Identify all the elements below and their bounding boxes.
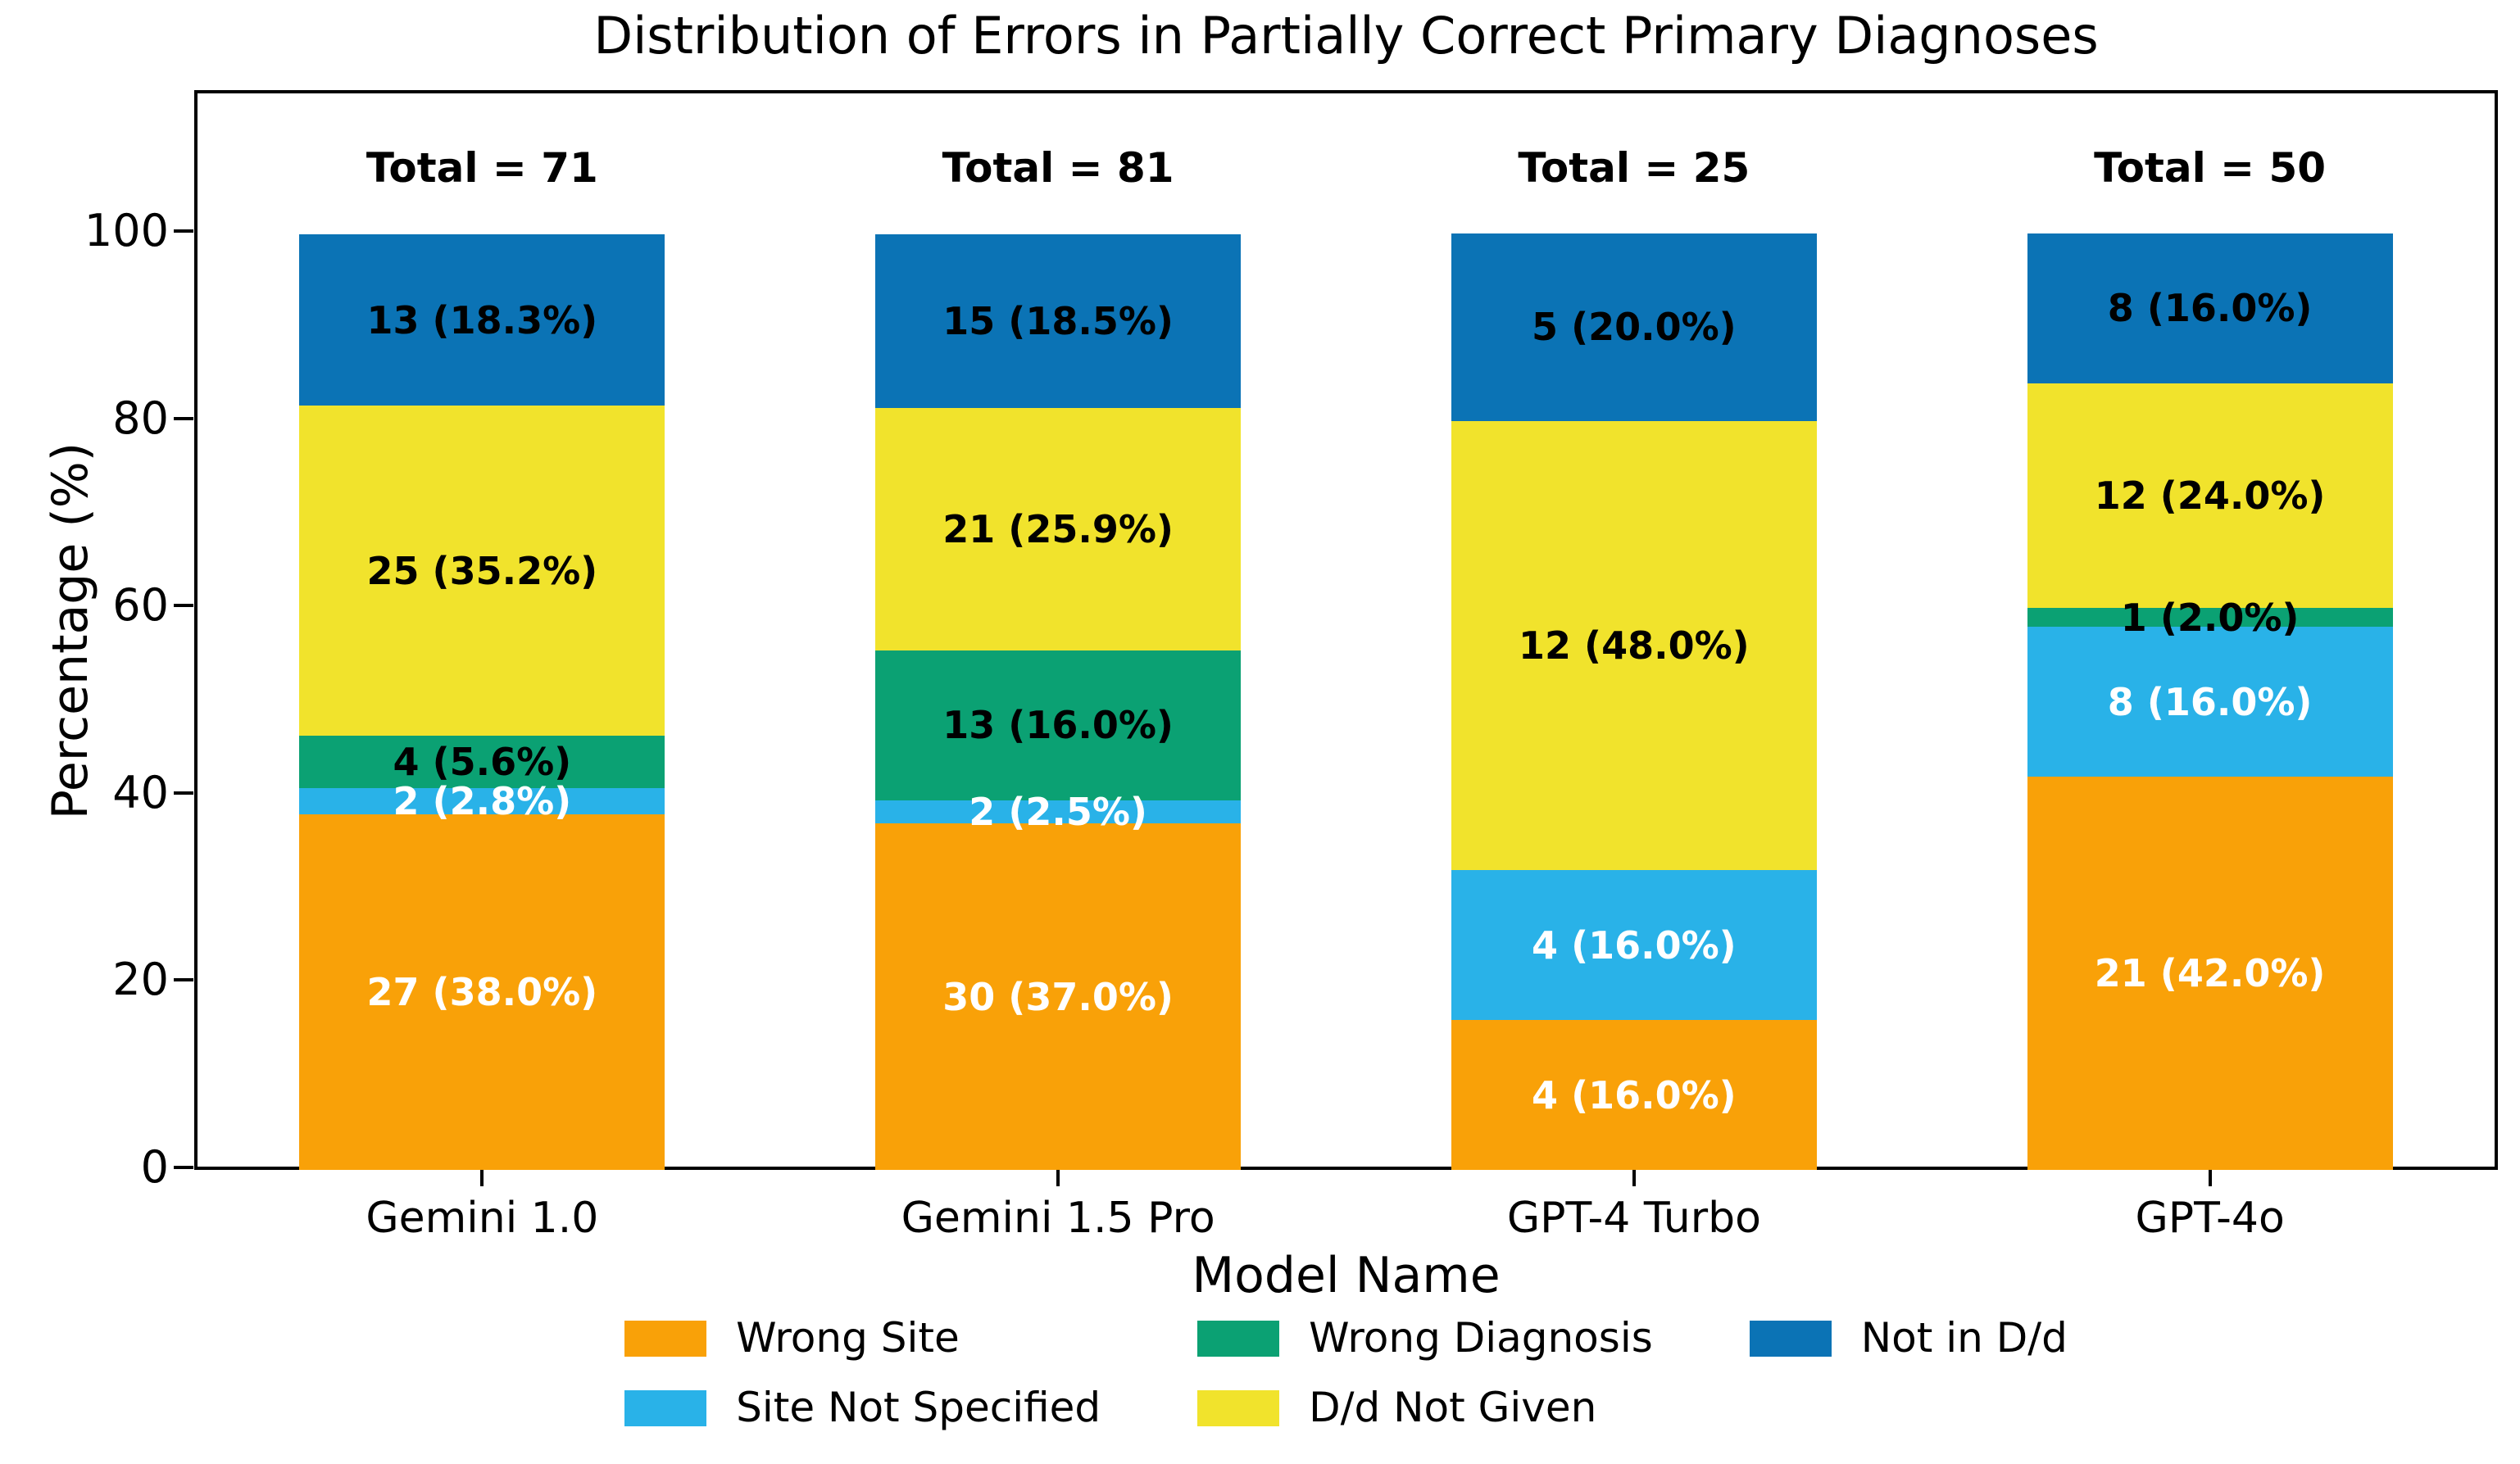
bar-segment-label: 21 (25.9%) — [942, 506, 1174, 551]
bar-gpt-4o: 21 (42.0%) 8 (16.0%) 1 (2.0%) 12 (24.0%) 8 (… — [2027, 233, 2393, 1170]
x-tick-label-gemini-1-5-pro: Gemini 1.5 Pro — [901, 1194, 1215, 1243]
legend-label: D/d Not Given — [1309, 1384, 1597, 1431]
y-tick-label-100: 100 — [84, 205, 169, 256]
legend: Wrong Site Site Not Specified Wrong Diagno… — [194, 1316, 2498, 1430]
chart-title: Distribution of Errors in Partially Corr… — [593, 6, 2099, 66]
legend-label: Wrong Diagnosis — [1309, 1314, 1653, 1362]
y-tick-mark — [174, 791, 193, 795]
y-axis-label: Percentage (%) — [42, 442, 99, 820]
y-tick-mark — [174, 1166, 193, 1169]
total-label-gemini-1-5-pro: Total = 81 — [942, 144, 1174, 192]
x-tick-mark — [1632, 1168, 1636, 1186]
bar-segment-wrong-diagnosis: 1 (2.0%) — [2027, 599, 2393, 637]
x-tick-mark — [1056, 1168, 1060, 1186]
bar-gemini-1-5-pro: 30 (37.0%) 2 (2.5%) 13 (16.0%) 21 (25.9%) 15… — [875, 234, 1242, 1170]
legend-item-wrong-site: Wrong Site — [624, 1316, 1101, 1361]
y-tick-mark — [174, 604, 193, 608]
y-tick-label-80: 80 — [112, 392, 169, 444]
y-tick-label-40: 40 — [112, 766, 169, 818]
x-axis-label: Model Name — [1192, 1247, 1501, 1304]
bar-segment-label: 30 (37.0%) — [942, 974, 1174, 1019]
legend-swatch-wrong-diagnosis — [1197, 1320, 1280, 1357]
legend-item-site-not-specified: Site Not Specified — [624, 1385, 1101, 1430]
total-label-gemini-1-0: Total = 71 — [366, 144, 598, 192]
bar-segment-label: 12 (48.0%) — [1519, 623, 1750, 668]
bar-segment-label: 12 (24.0%) — [2094, 474, 2326, 519]
bar-segment-not-in-d-d: 8 (16.0%) — [2027, 233, 2393, 383]
bar-segment-label: 4 (16.0%) — [1532, 922, 1737, 968]
y-tick-label-0: 0 — [140, 1141, 169, 1193]
legend-item-wrong-diagnosis: Wrong Diagnosis — [1197, 1316, 1653, 1361]
y-tick-label-20: 20 — [112, 954, 169, 1006]
bar-gpt-4-turbo: 4 (16.0%) 4 (16.0%) 12 (48.0%) 5 (20.0%) — [1451, 233, 1817, 1170]
x-tick-mark — [480, 1168, 484, 1186]
legend-grid: Wrong Site Site Not Specified Wrong Diagno… — [624, 1316, 2068, 1430]
bar-segment-wrong-site: 21 (42.0%) — [2027, 776, 2393, 1170]
x-tick-mark — [2208, 1168, 2212, 1186]
bar-segment-d-d-not-given: 21 (25.9%) — [875, 407, 1242, 650]
bar-segment-wrong-site: 4 (16.0%) — [1451, 1020, 1817, 1170]
bar-segment-label: 27 (38.0%) — [366, 969, 598, 1014]
bar-segment-label: 13 (16.0%) — [942, 703, 1174, 748]
x-tick-label-gpt-4-turbo: GPT-4 Turbo — [1506, 1194, 1761, 1243]
x-tick-label-gemini-1-0: Gemini 1.0 — [366, 1194, 599, 1243]
bar-segment-label: 13 (18.3%) — [366, 297, 598, 342]
bar-segment-site-not-specified: 2 (2.8%) — [299, 782, 665, 820]
y-tick-mark — [174, 229, 193, 233]
legend-label: Site Not Specified — [736, 1384, 1101, 1431]
bar-segment-label: 21 (42.0%) — [2094, 950, 2326, 995]
legend-label: Wrong Site — [736, 1314, 960, 1362]
y-tick-mark — [174, 978, 193, 982]
legend-swatch-site-not-specified — [624, 1389, 707, 1426]
bar-segment-label: 8 (16.0%) — [2107, 679, 2313, 724]
y-tick-mark — [174, 416, 193, 420]
bar-segment-wrong-diagnosis: 4 (5.6%) — [299, 735, 665, 788]
bar-segment-label: 5 (20.0%) — [1532, 305, 1737, 350]
legend-swatch-not-in-d-d — [1749, 1320, 1832, 1357]
bar-segment-site-not-specified: 2 (2.5%) — [875, 793, 1242, 831]
legend-swatch-d-d-not-given — [1197, 1389, 1280, 1426]
bar-segment-not-in-d-d: 5 (20.0%) — [1451, 233, 1817, 421]
bar-segment-label: 4 (16.0%) — [1532, 1072, 1737, 1117]
total-label-gpt-4o: Total = 50 — [2094, 144, 2327, 192]
bar-gemini-1-0: 27 (38.0%) 2 (2.8%) 4 (5.6%) 25 (35.2%) 13 (… — [299, 234, 665, 1170]
legend-item-d-d-not-given: D/d Not Given — [1197, 1385, 1653, 1430]
bar-segment-d-d-not-given: 12 (24.0%) — [2027, 383, 2393, 609]
x-tick-label-gpt-4o: GPT-4o — [2135, 1194, 2285, 1243]
bar-segment-wrong-diagnosis: 13 (16.0%) — [875, 650, 1242, 800]
bar-segment-label: 1 (2.0%) — [2120, 595, 2300, 640]
bar-segment-label: 2 (2.8%) — [393, 778, 572, 823]
bar-segment-label: 4 (5.6%) — [393, 739, 572, 784]
legend-item-not-in-d-d: Not in D/d — [1749, 1314, 2068, 1362]
bar-segment-not-in-d-d: 13 (18.3%) — [299, 234, 665, 406]
legend-swatch-wrong-site — [624, 1320, 707, 1357]
bar-segment-site-not-specified: 4 (16.0%) — [1451, 870, 1817, 1021]
legend-label: Not in D/d — [1860, 1314, 2068, 1362]
y-tick-label-60: 60 — [112, 579, 169, 632]
bar-segment-d-d-not-given: 25 (35.2%) — [299, 406, 665, 736]
bar-segment-wrong-site: 27 (38.0%) — [299, 814, 665, 1170]
bar-segment-label: 8 (16.0%) — [2107, 286, 2313, 331]
bar-segment-label: 2 (2.5%) — [969, 789, 1147, 834]
bar-segment-site-not-specified: 8 (16.0%) — [2027, 627, 2393, 777]
bar-segment-label: 25 (35.2%) — [366, 548, 598, 593]
total-label-gpt-4-turbo: Total = 25 — [1518, 144, 1750, 192]
bar-segment-label: 15 (18.5%) — [942, 298, 1174, 343]
bar-segment-not-in-d-d: 15 (18.5%) — [875, 234, 1242, 408]
bar-segment-wrong-site: 30 (37.0%) — [875, 823, 1242, 1170]
bar-segment-d-d-not-given: 12 (48.0%) — [1451, 420, 1817, 871]
